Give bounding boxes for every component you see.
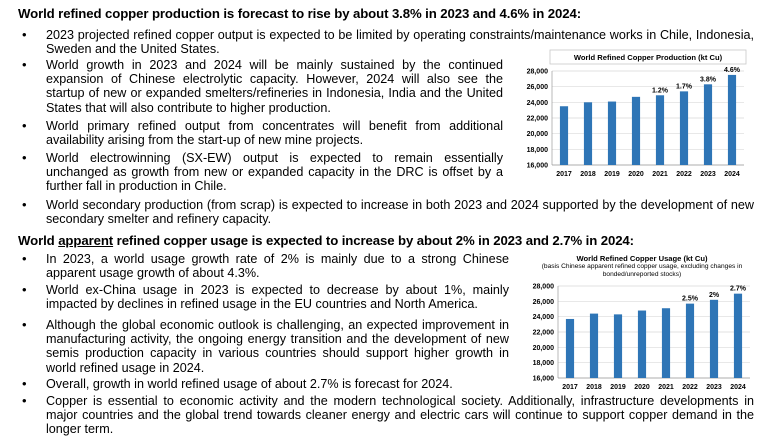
data-label: 2.5% bbox=[682, 296, 699, 303]
x-tick-label: 2017 bbox=[562, 384, 578, 391]
bar bbox=[733, 293, 743, 378]
data-label: 4.6% bbox=[724, 67, 741, 74]
bar bbox=[703, 84, 713, 165]
y-tick-label: 26,000 bbox=[527, 84, 549, 91]
x-tick-label: 2020 bbox=[628, 171, 644, 178]
data-label: 2.7% bbox=[730, 286, 747, 293]
section1-bullet-1: 2023 projected refined copper output is … bbox=[22, 28, 754, 56]
bar bbox=[565, 318, 575, 378]
section1-heading: World refined copper production is forec… bbox=[18, 6, 581, 21]
data-label: 3.8% bbox=[700, 76, 717, 83]
x-tick-label: 2023 bbox=[700, 171, 716, 178]
x-tick-label: 2019 bbox=[610, 384, 626, 391]
x-tick-label: 2019 bbox=[604, 171, 620, 178]
section2-bullet-5: Copper is essential to economic activity… bbox=[22, 394, 754, 437]
y-tick-label: 22,000 bbox=[527, 116, 549, 123]
x-tick-label: 2018 bbox=[580, 171, 596, 178]
production-chart: World Refined Copper Production (kt Cu) … bbox=[512, 46, 752, 186]
y-tick-label: 18,000 bbox=[527, 147, 549, 154]
chart-title-box bbox=[549, 49, 747, 65]
y-tick-label: 16,000 bbox=[533, 376, 555, 383]
chart-title: World Refined Copper Production (kt Cu) bbox=[574, 53, 723, 62]
bar bbox=[637, 310, 647, 378]
chart-subtitle: (basis Chinese apparent refined copper u… bbox=[541, 263, 743, 278]
y-tick-label: 16,000 bbox=[527, 163, 549, 170]
x-tick-label: 2018 bbox=[586, 384, 602, 391]
section2-heading: World apparent refined copper usage is e… bbox=[18, 233, 634, 248]
y-tick-label: 18,000 bbox=[533, 360, 555, 367]
x-tick-label: 2021 bbox=[658, 384, 674, 391]
section2-heading-underlined: apparent bbox=[58, 233, 114, 248]
y-tick-label: 24,000 bbox=[527, 100, 549, 107]
chart-title: World Refined Copper Usage (kt Cu) bbox=[576, 254, 708, 263]
y-tick-label: 20,000 bbox=[533, 345, 555, 352]
section1-bullet-3: World primary refined output from concen… bbox=[22, 119, 503, 147]
data-label: 1.7% bbox=[676, 83, 693, 90]
chart-subtitle-box: (basis Chinese apparent refined copper u… bbox=[541, 263, 743, 278]
x-tick-label: 2024 bbox=[730, 384, 746, 391]
x-tick-label: 2022 bbox=[676, 171, 692, 178]
x-tick-label: 2024 bbox=[724, 171, 740, 178]
bar bbox=[679, 91, 689, 165]
section2-bullet-2: World ex-China usage in 2023 is expected… bbox=[22, 283, 509, 311]
production-chart-svg: World Refined Copper Production (kt Cu) … bbox=[527, 49, 747, 178]
bar bbox=[631, 96, 641, 165]
bar bbox=[727, 74, 737, 165]
section2-bullet-4: Overall, growth in world refined usage o… bbox=[22, 377, 509, 391]
bar bbox=[655, 95, 665, 165]
data-label: 2% bbox=[709, 292, 720, 299]
y-tick-label: 28,000 bbox=[527, 69, 549, 76]
bar bbox=[559, 106, 569, 165]
bar bbox=[589, 313, 599, 378]
bar bbox=[607, 101, 617, 165]
section2-bullet-1: In 2023, a world usage growth rate of 2%… bbox=[22, 252, 509, 280]
y-tick-label: 26,000 bbox=[533, 299, 555, 306]
bar bbox=[583, 102, 593, 165]
usage-chart-svg: World Refined Copper Usage (kt Cu) (basi… bbox=[533, 254, 750, 391]
usage-chart: World Refined Copper Usage (kt Cu) (basi… bbox=[518, 252, 752, 396]
x-tick-label: 2017 bbox=[556, 171, 572, 178]
bar bbox=[709, 299, 719, 378]
y-tick-label: 22,000 bbox=[533, 330, 555, 337]
bar bbox=[685, 303, 695, 378]
bar bbox=[613, 314, 623, 378]
bar bbox=[661, 308, 671, 378]
section2-heading-pre: World bbox=[18, 233, 59, 248]
section1-bullet-4: World electrowinning (SX-EW) output is e… bbox=[22, 151, 503, 194]
y-tick-label: 20,000 bbox=[527, 131, 549, 138]
x-tick-label: 2023 bbox=[706, 384, 722, 391]
section2-heading-post: refined copper usage is expected to incr… bbox=[113, 233, 634, 248]
section1-bullet-5: World secondary production (from scrap) … bbox=[22, 198, 754, 226]
y-tick-label: 28,000 bbox=[533, 284, 555, 291]
data-label: 1.2% bbox=[652, 87, 669, 94]
section1-bullet-2: World growth in 2023 and 2024 will be ma… bbox=[22, 58, 503, 115]
section2-bullet-3: Although the global economic outlook is … bbox=[22, 318, 509, 375]
x-tick-label: 2020 bbox=[634, 384, 650, 391]
y-tick-label: 24,000 bbox=[533, 314, 555, 321]
x-tick-label: 2022 bbox=[682, 384, 698, 391]
x-tick-label: 2021 bbox=[652, 171, 668, 178]
